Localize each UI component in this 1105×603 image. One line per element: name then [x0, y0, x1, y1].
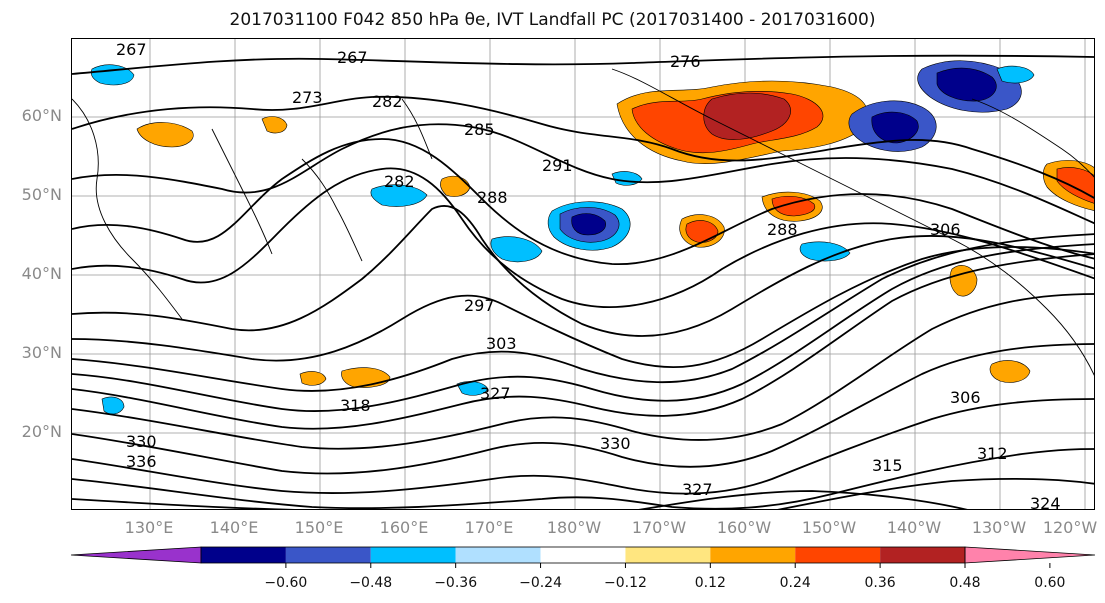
colorbar-tick-label: 0.24 — [779, 575, 811, 591]
contour-label: 330 — [600, 434, 631, 453]
lon-label: 150°E — [294, 518, 344, 537]
contour-label: 318 — [340, 396, 371, 415]
contour-label-group: 267 267 276 273 282 285 291 288 282 288 … — [116, 40, 1061, 510]
lon-label: 140°E — [209, 518, 259, 537]
colorbar-min-extend — [70, 546, 202, 564]
colorbar-swatch — [540, 547, 626, 563]
contour-label: 267 — [116, 40, 147, 59]
contour-label: 288 — [477, 188, 508, 207]
colorbar-tick-label: −0.12 — [603, 575, 647, 591]
contour-label: 297 — [464, 296, 495, 315]
lat-label: 20°N — [21, 422, 62, 441]
contour-label: 315 — [872, 456, 903, 475]
lon-label: 130°W — [971, 518, 1027, 537]
colorbar-tick-label: 0.36 — [864, 575, 896, 591]
contours — [72, 54, 1094, 509]
contour-label: 267 — [337, 48, 368, 67]
contour-label: 327 — [480, 384, 511, 403]
contour-label: 288 — [767, 220, 798, 239]
contour-label: 336 — [126, 452, 157, 471]
lon-label: 150°W — [801, 518, 857, 537]
lon-label: 160°W — [716, 518, 772, 537]
colorbar-swatch — [455, 547, 541, 563]
lon-label: 140°W — [886, 518, 942, 537]
contour-label: 306 — [950, 388, 981, 407]
colorbar-swatch — [370, 547, 456, 563]
lon-label: 130°E — [124, 518, 174, 537]
colorbar-outline — [200, 546, 966, 564]
contour-label: 282 — [384, 172, 415, 191]
colorbar-swatch — [285, 547, 371, 563]
colorbar-swatch — [880, 547, 965, 563]
contour-label: 303 — [486, 334, 517, 353]
contour-label: 324 — [1030, 494, 1061, 510]
colorbar-swatch — [625, 547, 711, 563]
colorbar-max-extend — [964, 546, 1096, 564]
colorbar — [70, 546, 1096, 568]
map-svg: 267 267 276 273 282 285 291 288 282 288 … — [72, 39, 1094, 510]
colorbar-tick-label: −0.48 — [349, 575, 393, 591]
colorbar-tick-label: 0.60 — [1034, 575, 1066, 591]
map-title: 2017031100 F042 850 hPa θe, IVT Landfall… — [229, 10, 876, 30]
colorbar-swatch — [795, 547, 881, 563]
lon-label: 180°W — [546, 518, 602, 537]
contour-label: 285 — [464, 120, 495, 139]
gridlines — [72, 39, 1094, 509]
contour-label: 330 — [126, 432, 157, 451]
coastlines — [72, 68, 1094, 376]
lat-label: 30°N — [21, 343, 62, 362]
colorbar-tick-label: −0.60 — [264, 575, 308, 591]
contour-label: 291 — [542, 156, 573, 175]
contour-label: 282 — [372, 92, 403, 111]
colorbar-tick-label: −0.24 — [519, 575, 562, 591]
colorbar-tick-label: 0.48 — [949, 575, 981, 591]
lon-label: 160°E — [379, 518, 429, 537]
colorbar-swatch — [710, 547, 796, 563]
lon-label: 120°W — [1042, 518, 1098, 537]
lat-label: 40°N — [21, 264, 62, 283]
colorbar-tick-label: 0.12 — [694, 575, 726, 591]
contour-label: 327 — [682, 480, 713, 499]
contour-label: 312 — [977, 444, 1008, 463]
contour-label: 306 — [930, 220, 961, 239]
colorbar-tick-label: −0.36 — [434, 575, 478, 591]
map-panel: 267 267 276 273 282 285 291 288 282 288 … — [71, 38, 1095, 510]
lon-label: 170°E — [464, 518, 514, 537]
contour-label: 273 — [292, 88, 323, 107]
colorbar-swatch — [201, 547, 286, 563]
lon-label: 170°W — [631, 518, 687, 537]
contour-label: 276 — [670, 52, 701, 71]
lat-label: 50°N — [21, 185, 62, 204]
lat-label: 60°N — [21, 106, 62, 125]
